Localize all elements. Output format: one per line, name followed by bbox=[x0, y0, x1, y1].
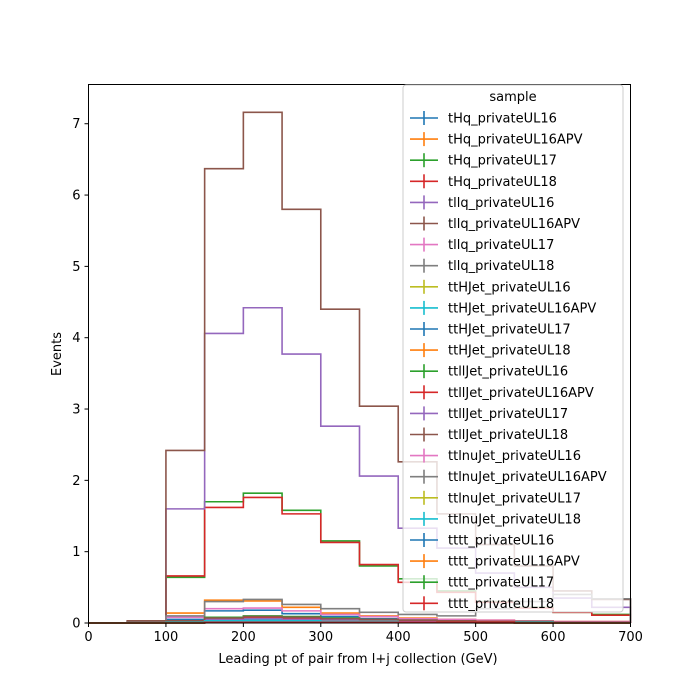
legend-label: ttllJet_privateUL17 bbox=[448, 407, 568, 422]
y-axis-label: Events bbox=[50, 332, 65, 376]
legend-entry: ttllJet_privateUL18 bbox=[410, 427, 568, 443]
legend-label: tttt_privateUL16APV bbox=[448, 555, 580, 570]
legend-label: tttt_privateUL18 bbox=[448, 597, 554, 612]
legend-label: tttt_privateUL16 bbox=[448, 534, 554, 549]
x-axis: 0 100 200 300 400 500 600 700 bbox=[84, 623, 643, 645]
legend-entry: tttt_privateUL16APV bbox=[410, 554, 580, 570]
x-tick-label: 0 bbox=[84, 630, 92, 645]
legend-entry: ttHJet_privateUL16APV bbox=[410, 300, 596, 316]
legend-label: tllq_privateUL16APV bbox=[448, 217, 580, 232]
x-tick-label: 600 bbox=[541, 630, 566, 645]
legend-label: ttlnuJet_privateUL16APV bbox=[448, 470, 607, 485]
x-tick-label: 400 bbox=[386, 630, 411, 645]
legend-label: ttHJet_privateUL18 bbox=[448, 344, 571, 359]
legend-entry: tllq_privateUL17 bbox=[410, 237, 554, 253]
legend-label: ttHJet_privateUL16APV bbox=[448, 301, 596, 316]
y-tick-label: 6 bbox=[72, 189, 80, 204]
legend-label: tHq_privateUL16 bbox=[448, 112, 557, 127]
legend-title: sample bbox=[489, 90, 536, 105]
legend-entry: tllq_privateUL16 bbox=[410, 195, 554, 211]
legend-entry: tttt_privateUL16 bbox=[410, 533, 554, 549]
legend-label: ttlnuJet_privateUL16 bbox=[448, 449, 581, 464]
y-tick-label: 0 bbox=[72, 617, 80, 632]
legend-entry: ttlnuJet_privateUL17 bbox=[410, 490, 581, 506]
y-tick-label: 5 bbox=[72, 260, 80, 275]
legend-entries: tHq_privateUL16 tHq_privateUL16APV tHq_pri… bbox=[410, 111, 607, 612]
y-axis: 0 1 2 3 4 5 6 7 bbox=[72, 117, 89, 632]
legend-entry: tHq_privateUL18 bbox=[410, 174, 557, 190]
axes-frame bbox=[88, 84, 631, 624]
y-tick-label: 3 bbox=[72, 403, 80, 418]
legend-label: tHq_privateUL16APV bbox=[448, 133, 583, 148]
legend-entry: ttllJet_privateUL16APV bbox=[410, 385, 594, 401]
legend: sample tHq_privateUL16 tHq_privateUL16APV… bbox=[402, 84, 624, 613]
x-tick-label: 500 bbox=[463, 630, 488, 645]
y-tick-label: 1 bbox=[72, 545, 80, 560]
x-tick-label: 700 bbox=[618, 630, 643, 645]
legend-entry: tttt_privateUL18 bbox=[410, 596, 554, 612]
legend-entry: ttHJet_privateUL16 bbox=[410, 279, 571, 295]
legend-label: ttHJet_privateUL17 bbox=[448, 323, 571, 338]
legend-entry: ttHJet_privateUL18 bbox=[410, 343, 571, 359]
legend-label: tllq_privateUL16 bbox=[448, 196, 554, 211]
y-tick-label: 7 bbox=[72, 117, 80, 132]
legend-label: ttHJet_privateUL16 bbox=[448, 280, 571, 295]
legend-entry: ttlnuJet_privateUL18 bbox=[410, 511, 581, 527]
x-tick-label: 100 bbox=[154, 630, 179, 645]
legend-entry: ttlnuJet_privateUL16 bbox=[410, 448, 581, 464]
legend-entry: tHq_privateUL17 bbox=[410, 153, 557, 169]
legend-entry: tHq_privateUL16 bbox=[410, 111, 557, 127]
legend-entry: ttllJet_privateUL16 bbox=[410, 364, 568, 380]
legend-frame bbox=[402, 84, 624, 613]
legend-entry: tttt_privateUL17 bbox=[410, 575, 554, 591]
legend-label: ttlnuJet_privateUL17 bbox=[448, 491, 581, 506]
x-tick-label: 300 bbox=[308, 630, 333, 645]
legend-label: ttllJet_privateUL18 bbox=[448, 428, 568, 443]
y-tick-label: 4 bbox=[72, 331, 80, 346]
legend-label: ttllJet_privateUL16 bbox=[448, 365, 568, 380]
y-tick-label: 2 bbox=[72, 474, 80, 489]
legend-entry: ttllJet_privateUL17 bbox=[410, 406, 568, 422]
legend-entry: tHq_privateUL16APV bbox=[410, 132, 583, 148]
legend-label: tttt_privateUL17 bbox=[448, 576, 554, 591]
legend-entry: tllq_privateUL18 bbox=[410, 258, 554, 274]
x-axis-label: Leading pt of pair from l+j collection (… bbox=[218, 652, 497, 667]
x-tick-label: 200 bbox=[231, 630, 256, 645]
legend-label: ttlnuJet_privateUL18 bbox=[448, 512, 581, 527]
legend-entry: ttlnuJet_privateUL16APV bbox=[410, 469, 607, 485]
legend-label: ttllJet_privateUL16APV bbox=[448, 386, 594, 401]
legend-label: tllq_privateUL17 bbox=[448, 238, 554, 253]
legend-label: tllq_privateUL18 bbox=[448, 259, 554, 274]
legend-entry: ttHJet_privateUL17 bbox=[410, 322, 571, 338]
legend-label: tHq_privateUL18 bbox=[448, 175, 557, 190]
legend-label: tHq_privateUL17 bbox=[448, 154, 557, 169]
legend-entry: tllq_privateUL16APV bbox=[410, 216, 580, 232]
